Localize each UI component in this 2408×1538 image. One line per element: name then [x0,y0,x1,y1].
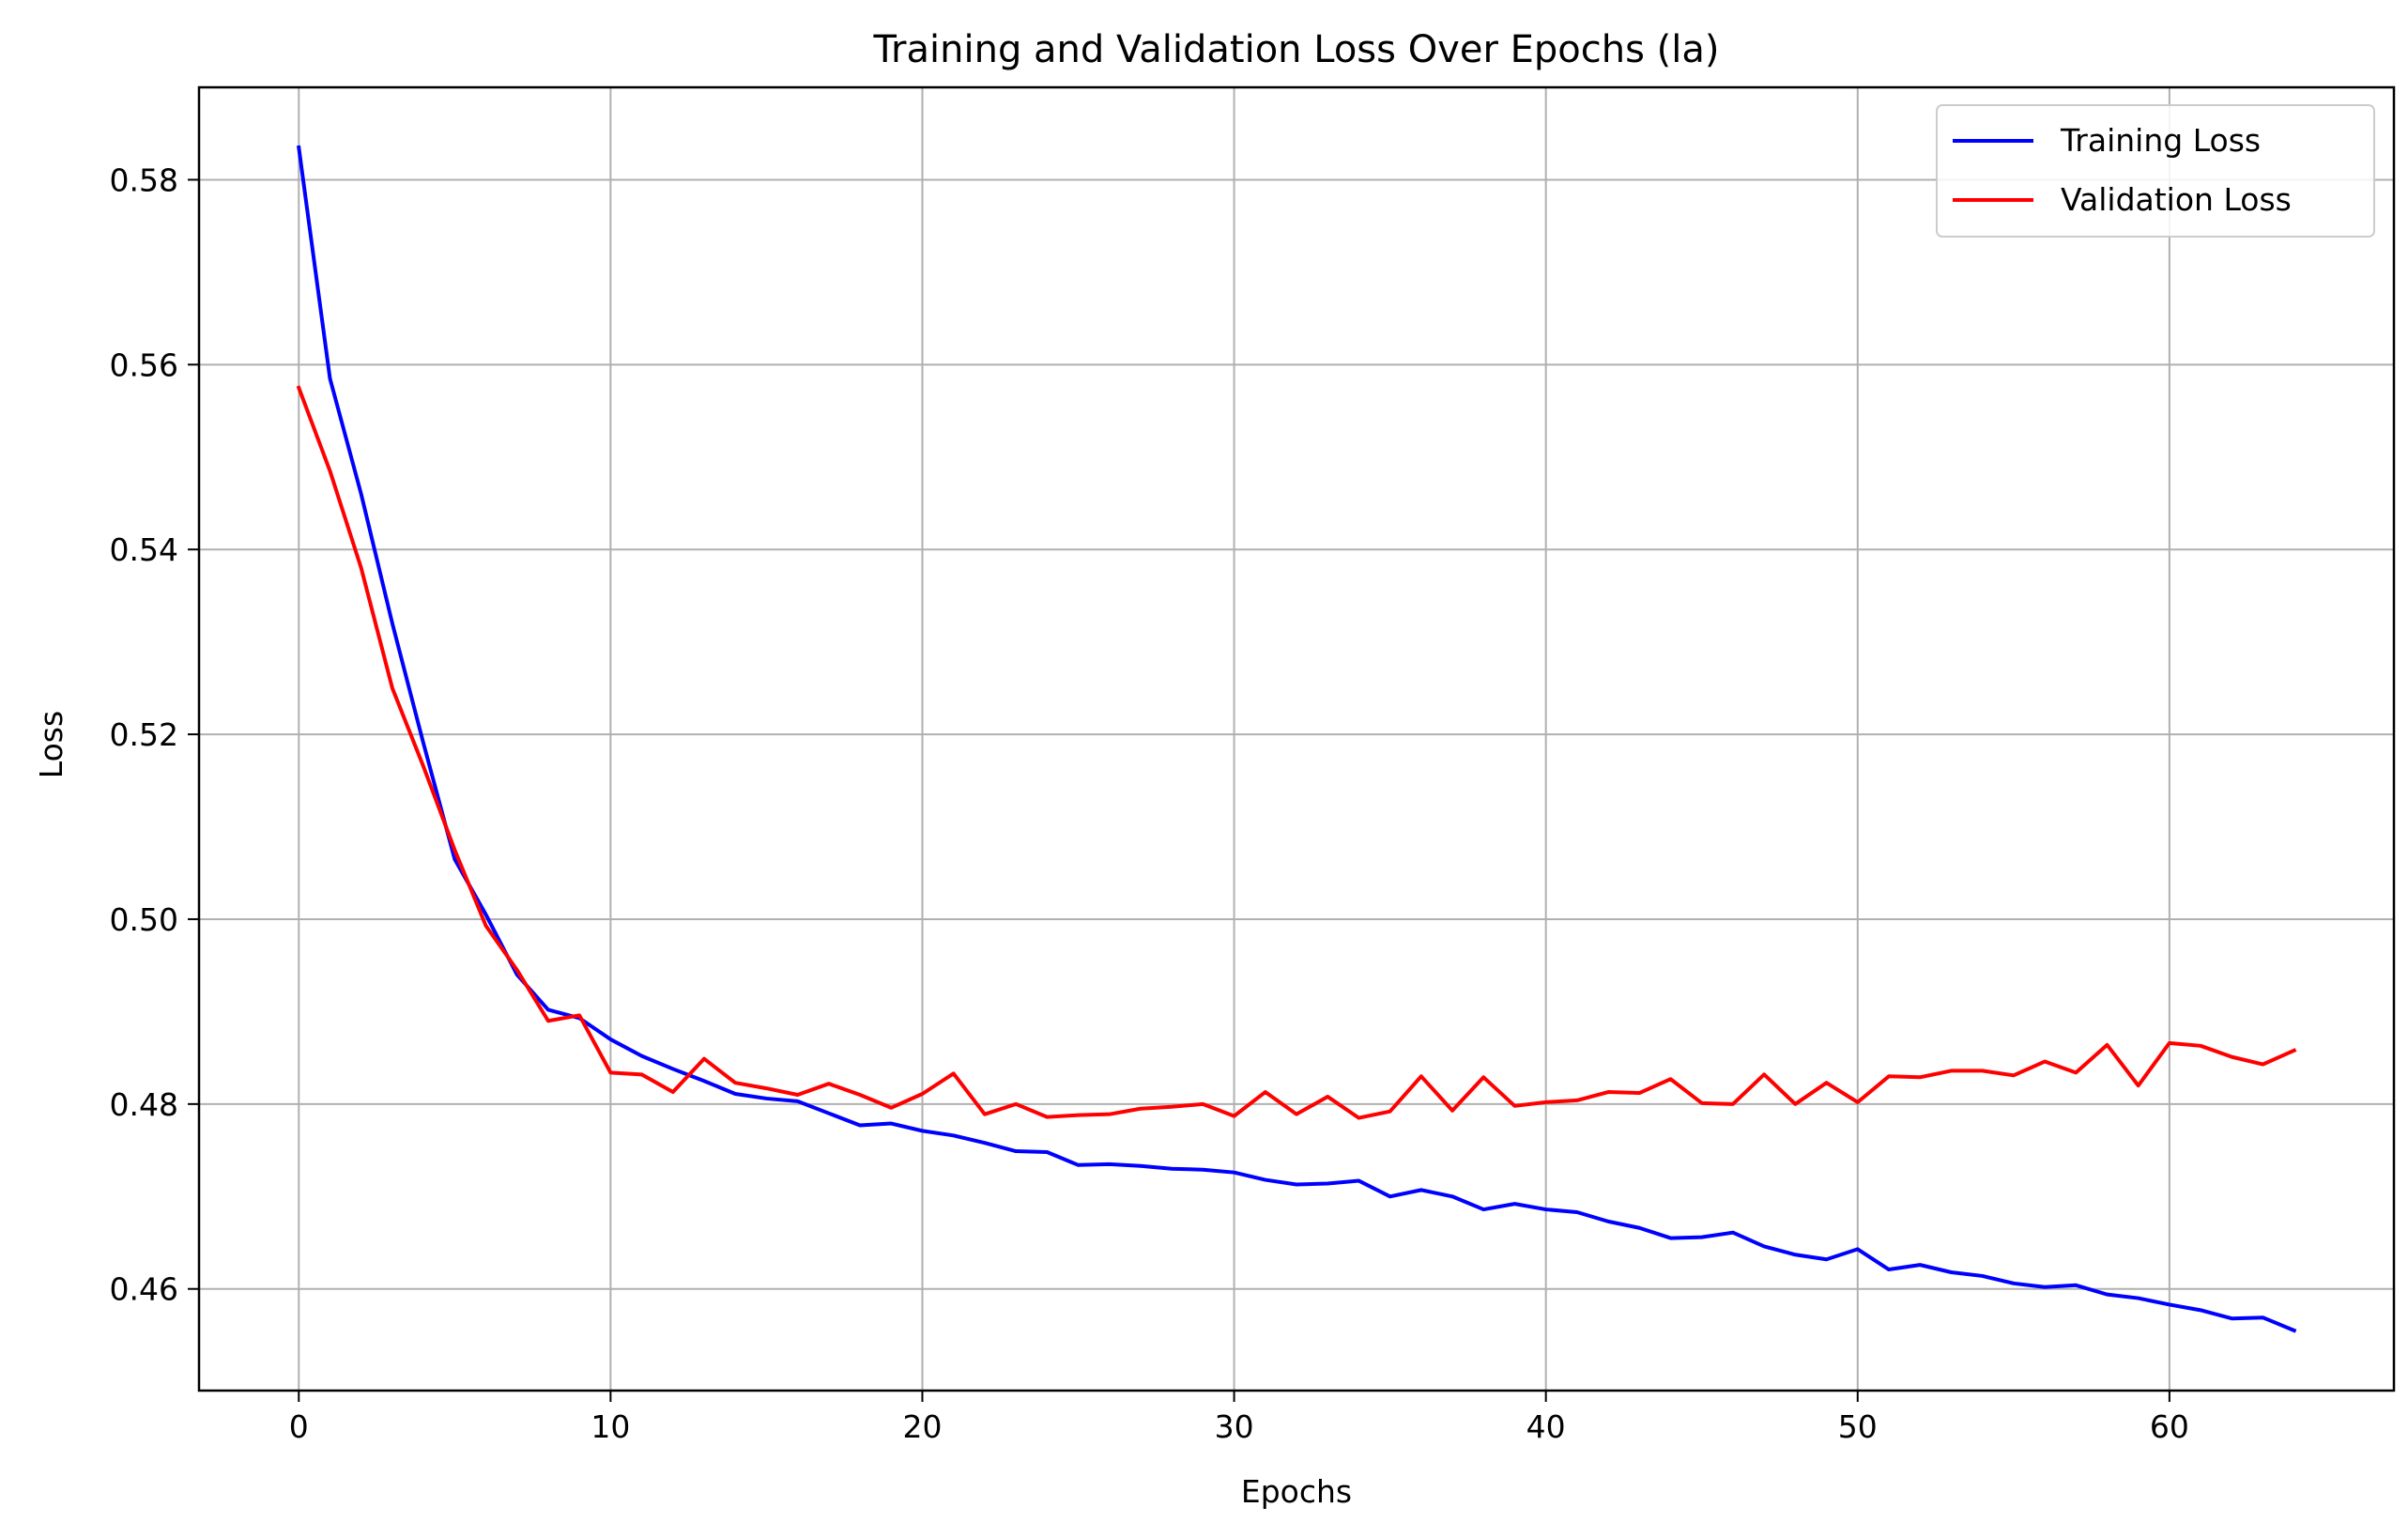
grid [199,87,2394,1391]
legend-label-validation: Validation Loss [2061,181,2292,218]
plot-frame [197,85,2396,1392]
chart-title: Training and Validation Loss Over Epochs… [873,28,1720,71]
legend: Training Loss Validation Loss [1936,104,2375,238]
x-tick-label: 0 [289,1408,309,1445]
training-loss-line [297,145,2297,1333]
y-tick-label: 0.50 [110,901,178,938]
x-tick-label: 50 [1838,1408,1878,1445]
legend-box [1936,104,2375,238]
ticks: 0 10 20 30 40 50 60 0.46 0.48 0.50 0.52 0.54 0.56 0.5… [110,161,2189,1445]
y-axis-label: Loss [33,711,69,778]
y-tick-label: 0.54 [110,531,178,568]
series-lines [296,145,2297,1333]
y-tick-label: 0.56 [110,346,178,383]
y-tick-label: 0.58 [110,161,178,198]
x-tick-label: 60 [2150,1408,2189,1445]
x-tick-label: 10 [590,1408,630,1445]
x-axis-label: Epochs [1241,1473,1352,1510]
y-tick-label: 0.46 [110,1271,178,1308]
legend-label-training: Training Loss [2060,122,2261,159]
validation-loss-line [296,385,2297,1120]
x-tick-label: 30 [1215,1408,1254,1445]
y-tick-label: 0.48 [110,1086,178,1123]
x-tick-label: 20 [902,1408,942,1445]
x-tick-label: 40 [1526,1408,1566,1445]
y-tick-label: 0.52 [110,716,178,753]
